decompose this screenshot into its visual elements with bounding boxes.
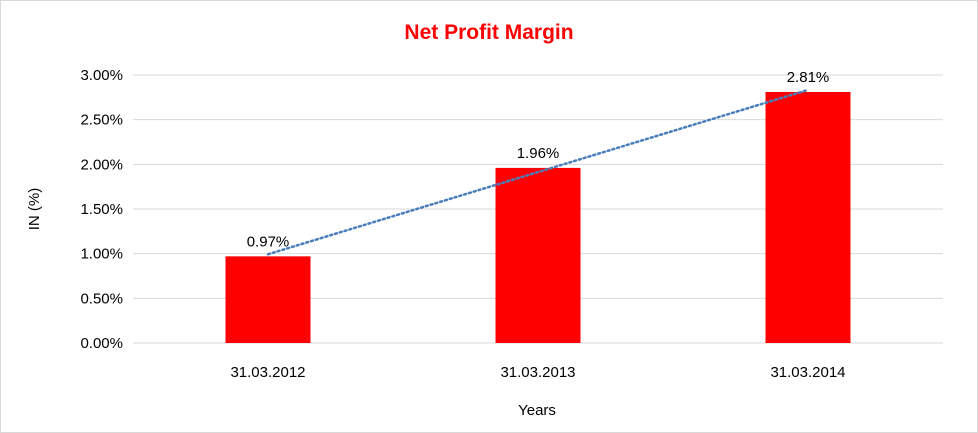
y-axis-label: IN (%)	[26, 188, 43, 231]
y-axis-ticks: 0.00% 0.50% 1.00% 1.50% 2.00% 2.50% 3.00%	[80, 67, 123, 352]
data-label: 1.96%	[517, 145, 560, 162]
bar	[495, 167, 581, 343]
y-tick-label: 0.00%	[80, 335, 123, 352]
y-tick-label: 3.00%	[80, 67, 123, 84]
trendline	[266, 88, 810, 256]
y-tick-label: 2.50%	[80, 112, 123, 129]
x-tick-label: 31.03.2013	[500, 364, 575, 381]
x-tick-label: 31.03.2014	[770, 364, 845, 381]
chart-title: Net Profit Margin	[404, 21, 573, 44]
x-axis-ticks: 31.03.2012 31.03.2013 31.03.2014	[230, 364, 845, 381]
data-label: 0.97%	[247, 233, 290, 250]
y-tick-label: 1.00%	[80, 246, 123, 263]
data-labels: 0.97% 1.96% 2.81%	[247, 69, 830, 250]
y-tick-label: 0.50%	[80, 290, 123, 307]
x-tick-label: 31.03.2012	[230, 364, 305, 381]
y-tick-label: 1.50%	[80, 201, 123, 218]
y-tick-label: 2.00%	[80, 156, 123, 173]
bar	[765, 91, 851, 344]
data-label: 2.81%	[787, 69, 830, 86]
bars	[225, 91, 851, 344]
bar	[225, 256, 311, 343]
trendline-group	[266, 88, 810, 256]
x-axis-label: Years	[518, 402, 556, 419]
